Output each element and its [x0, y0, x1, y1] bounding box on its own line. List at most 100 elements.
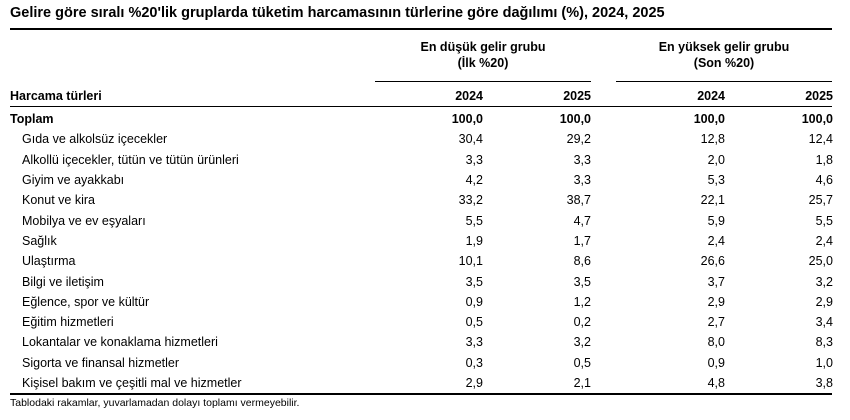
cell-low-2025: 4,7 [573, 213, 591, 228]
row-label: Gıda ve alkolsüz içecekler [22, 132, 168, 147]
cell-low-2025: 3,3 [573, 152, 591, 167]
cell-high-2024: 2,9 [707, 294, 725, 309]
table-row: Gıda ve alkolsüz içecekler 30,4 29,2 12,8 12… [10, 129, 833, 149]
cell-high-2024: 12,8 [700, 132, 725, 147]
table-row: Eğitim hizmetleri 0,5 0,2 2,7 3,4 [10, 312, 833, 332]
group-header-low-line1: En düşük gelir grubu [420, 40, 546, 54]
cell-high-2025: 1,8 [815, 152, 833, 167]
group-header-high-income: En yüksek gelir grubu (Son %20) [616, 39, 832, 71]
cell-high-2024: 2,0 [707, 152, 725, 167]
cell-high-2024: 0,9 [707, 355, 725, 370]
cell-low-2024: 5,5 [465, 213, 483, 228]
cell-low-2025: 1,2 [573, 294, 591, 309]
group-header-low-income: En düşük gelir grubu (İlk %20) [375, 39, 591, 71]
row-label: Giyim ve ayakkabı [22, 173, 125, 188]
group-high-underline [616, 81, 832, 82]
row-label: Toplam [10, 112, 54, 127]
cell-high-2024: 5,9 [707, 213, 725, 228]
cell-high-2025: 2,9 [815, 294, 833, 309]
cell-low-2024: 0,3 [465, 355, 483, 370]
table-row: Bilgi ve iletişim 3,5 3,5 3,7 3,2 [10, 271, 833, 291]
cell-high-2024: 22,1 [700, 193, 725, 208]
group-low-underline [375, 81, 591, 82]
cell-high-2025: 3,2 [815, 274, 833, 289]
table-title: Gelire göre sıralı %20'lik gruplarda tük… [10, 5, 665, 21]
cell-low-2025: 1,7 [573, 233, 591, 248]
cell-low-2024: 10,1 [458, 254, 483, 269]
cell-high-2025: 1,0 [815, 355, 833, 370]
table-row: Sigorta ve finansal hizmetler 0,3 0,5 0,9 1,… [10, 353, 833, 373]
cell-low-2024: 3,3 [465, 152, 483, 167]
cell-high-2024: 2,4 [707, 233, 725, 248]
group-header-low-line2: (İlk %20) [457, 56, 509, 70]
cell-low-2025: 29,2 [566, 132, 591, 147]
cell-low-2025: 0,2 [573, 315, 591, 330]
table-row: Lokantalar ve konaklama hizmetleri 3,3 3,2… [10, 332, 833, 352]
cell-low-2024: 0,9 [465, 294, 483, 309]
table-row: Kişisel bakım ve çeşitli mal ve hizmetle… [10, 373, 833, 393]
footnote: Tablodaki rakamlar, yuvarlamadan dolayı … [10, 397, 300, 409]
cell-high-2024: 2,7 [707, 315, 725, 330]
column-header-high-2024: 2024 [697, 89, 725, 103]
cell-low-2025: 3,3 [573, 173, 591, 188]
row-label: Konut ve kira [22, 193, 95, 208]
column-header-label: Harcama türleri [10, 89, 102, 103]
cell-low-2024: 4,2 [465, 173, 483, 188]
cell-low-2024: 3,5 [465, 274, 483, 289]
table-row: Mobilya ve ev eşyaları 5,5 4,7 5,9 5,5 [10, 210, 833, 230]
cell-high-2025: 25,7 [808, 193, 833, 208]
top-rule [10, 28, 832, 30]
cell-low-2024: 1,9 [465, 233, 483, 248]
cell-low-2025: 38,7 [566, 193, 591, 208]
row-label: Ulaştırma [22, 254, 76, 269]
group-header-high-line2: (Son %20) [693, 56, 755, 70]
column-header-high-2025: 2025 [805, 89, 833, 103]
header-bottom-rule [10, 106, 832, 107]
cell-high-2025: 12,4 [808, 132, 833, 147]
row-label: Bilgi ve iletişim [22, 274, 104, 289]
cell-low-2025: 8,6 [573, 254, 591, 269]
row-label: Alkollü içecekler, tütün ve tütün ürünle… [22, 152, 239, 167]
table-row: Ulaştırma 10,1 8,6 26,6 25,0 [10, 251, 833, 271]
cell-low-2025: 3,5 [573, 274, 591, 289]
row-label: Sağlık [22, 233, 57, 248]
cell-low-2024: 0,5 [465, 315, 483, 330]
table-row: Giyim ve ayakkabı 4,2 3,3 5,3 4,6 [10, 170, 833, 190]
cell-high-2025: 2,4 [815, 233, 833, 248]
cell-low-2024: 3,3 [465, 335, 483, 350]
cell-high-2025: 3,8 [815, 376, 833, 390]
cell-high-2024: 26,6 [700, 254, 725, 269]
row-label: Eğitim hizmetleri [22, 315, 114, 330]
cell-low-2025: 2,1 [573, 376, 591, 390]
cell-high-2024: 4,8 [707, 376, 725, 390]
cell-low-2025: 100,0 [559, 112, 591, 127]
row-label: Sigorta ve finansal hizmetler [22, 355, 180, 370]
cell-high-2024: 3,7 [707, 274, 725, 289]
row-label: Mobilya ve ev eşyaları [22, 213, 146, 228]
cell-low-2024: 2,9 [465, 376, 483, 390]
cell-high-2024: 100,0 [693, 112, 725, 127]
cell-high-2024: 5,3 [707, 173, 725, 188]
row-label: Eğlence, spor ve kültür [22, 294, 150, 309]
cell-high-2025: 4,6 [815, 173, 833, 188]
table-row-total: Toplam 100,0 100,0 100,0 100,0 [10, 109, 833, 129]
cell-low-2025: 3,2 [573, 335, 591, 350]
table-row: Eğlence, spor ve kültür 0,9 1,2 2,9 2,9 [10, 292, 833, 312]
group-header-high-line1: En yüksek gelir grubu [658, 40, 790, 54]
column-header-low-2024: 2024 [455, 89, 483, 103]
cell-low-2024: 30,4 [458, 132, 483, 147]
row-label: Lokantalar ve konaklama hizmetleri [22, 335, 218, 350]
cell-low-2024: 33,2 [458, 193, 483, 208]
cell-high-2025: 25,0 [808, 254, 833, 269]
cell-high-2024: 8,0 [707, 335, 725, 350]
table-row: Sağlık 1,9 1,7 2,4 2,4 [10, 231, 833, 251]
table-row: Konut ve kira 33,2 38,7 22,1 25,7 [10, 190, 833, 210]
table-row: Alkollü içecekler, tütün ve tütün ürünle… [10, 150, 833, 170]
bottom-rule [10, 393, 832, 395]
cell-high-2025: 3,4 [815, 315, 833, 330]
cell-low-2025: 0,5 [573, 355, 591, 370]
row-label: Kişisel bakım ve çeşitli mal ve hizmetle… [22, 376, 242, 390]
column-header-low-2025: 2025 [563, 89, 591, 103]
cell-high-2025: 8,3 [815, 335, 833, 350]
cell-high-2025: 100,0 [801, 112, 833, 127]
